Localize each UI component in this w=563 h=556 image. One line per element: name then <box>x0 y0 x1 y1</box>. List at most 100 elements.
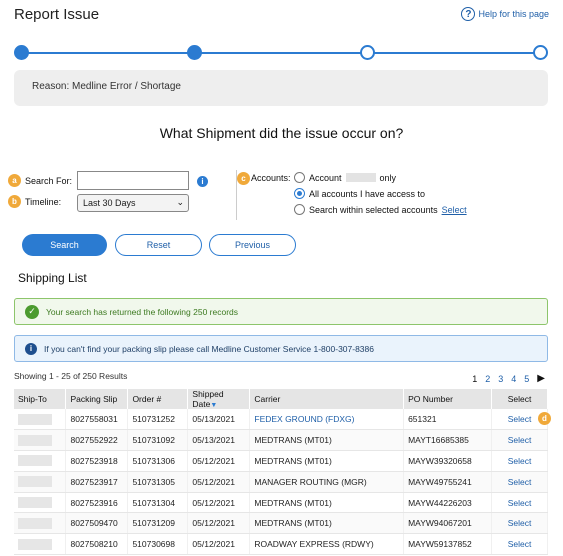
info-icon[interactable]: i <box>197 176 208 187</box>
cell-order: 510731304 <box>127 492 189 514</box>
results-count: Showing 1 - 25 of 250 Results <box>14 371 128 381</box>
col-shipped-date-label: Shipped Date <box>192 389 224 409</box>
previous-button[interactable]: Previous <box>209 234 296 256</box>
masked-ship-to <box>18 476 52 488</box>
account-option-single[interactable]: Account only <box>294 172 396 183</box>
select-accounts-link[interactable]: Select <box>441 204 467 215</box>
cell-order: 510730698 <box>127 533 189 556</box>
masked-ship-to <box>18 517 52 529</box>
cell-po-number: MAYT16685385 <box>403 429 493 452</box>
table-row: 8027509470 510731209 05/12/2021 MEDTRANS (M… <box>14 512 548 535</box>
page-title: Report Issue <box>14 6 100 23</box>
cell-ship-to <box>14 492 67 514</box>
masked-ship-to <box>18 455 52 467</box>
table-row: 8027508210 510730698 05/12/2021 ROADWAY EXP… <box>14 533 548 556</box>
cell-carrier: ROADWAY EXPRESS (RDWY) <box>249 533 405 556</box>
cell-select-link[interactable]: Select <box>491 471 548 493</box>
col-order: Order # <box>127 389 189 409</box>
cell-select-link[interactable]: Select <box>491 429 548 452</box>
cell-ship-to <box>14 429 67 452</box>
masked-ship-to <box>18 434 52 446</box>
radio-all-accounts[interactable] <box>294 188 305 199</box>
cell-carrier: MEDTRANS (MT01) <box>249 512 405 535</box>
cell-ship-to <box>14 471 67 493</box>
accounts-label: Accounts: <box>251 173 291 183</box>
success-message: Your search has returned the following 2… <box>46 306 238 317</box>
page-link-3[interactable]: 3 <box>498 373 504 384</box>
masked-ship-to <box>18 413 52 425</box>
table-row: 8027558031 510731252 05/13/2021 FEDEX GROUN… <box>14 409 548 431</box>
cell-packing-slip: 8027509470 <box>65 512 129 535</box>
cell-select-link[interactable]: Select <box>491 533 548 556</box>
stepper-track <box>22 52 542 54</box>
page-link-1[interactable]: 1 <box>472 373 478 384</box>
page-link-5[interactable]: 5 <box>524 373 530 384</box>
page-link-2[interactable]: 2 <box>485 373 491 384</box>
masked-account-number <box>345 173 376 182</box>
cell-carrier[interactable]: FEDEX GROUND (FDXG) <box>249 409 405 431</box>
step-1 <box>14 45 29 60</box>
form-divider <box>236 170 237 220</box>
cell-po-number: MAYW49755241 <box>403 471 493 493</box>
col-ship-to: Ship-To <box>14 389 67 409</box>
reset-button[interactable]: Reset <box>115 234 202 256</box>
reason-banner: Reason: Medline Error / Shortage <box>14 70 548 106</box>
col-shipped-date[interactable]: Shipped Date▼ <box>187 389 251 409</box>
timeline-select[interactable]: Last 30 Days ⌄ <box>77 194 189 212</box>
success-alert: ✓ Your search has returned the following… <box>14 298 548 325</box>
col-carrier: Carrier <box>249 389 405 409</box>
search-input[interactable] <box>77 171 189 190</box>
cell-po-number: MAYW44226203 <box>403 492 493 514</box>
info-alert: i If you can't find your packing slip pl… <box>14 335 548 362</box>
cell-packing-slip: 8027523918 <box>65 450 129 472</box>
page-link-4[interactable]: 4 <box>511 373 517 384</box>
cell-order: 510731306 <box>127 450 189 472</box>
cell-ship-to <box>14 450 67 472</box>
table-header-row: Ship-To Packing Slip Order # Shipped Dat… <box>14 389 548 409</box>
play-right-icon[interactable]: ▶ <box>537 373 545 384</box>
chevron-down-icon: ⌄ <box>176 197 184 207</box>
cell-select-link[interactable]: Select <box>491 450 548 472</box>
cell-packing-slip: 8027523917 <box>65 471 129 493</box>
timeline-value: Last 30 Days <box>83 198 136 208</box>
account-option-selected[interactable]: Search within selected accounts Select <box>294 204 467 215</box>
radio-selected-accounts[interactable] <box>294 204 305 215</box>
account-option-all[interactable]: All accounts I have access to <box>294 188 425 199</box>
cell-po-number: MAYW94067201 <box>403 512 493 535</box>
col-po-number: PO Number <box>403 389 493 409</box>
step-4 <box>533 45 548 60</box>
cell-po-number: MAYW39320658 <box>403 450 493 472</box>
cell-ship-to <box>14 512 67 535</box>
shipping-list-title: Shipping List <box>18 271 87 285</box>
cell-shipped-date: 05/12/2021 <box>187 450 251 472</box>
badge-c: c <box>237 172 250 185</box>
cell-order: 510731092 <box>127 429 189 452</box>
shipment-question: What Shipment did the issue occur on? <box>159 125 404 141</box>
help-link[interactable]: ? Help for this page <box>461 7 549 21</box>
cell-order: 510731252 <box>127 409 189 431</box>
account-option-all-label: All accounts I have access to <box>309 188 426 199</box>
masked-ship-to <box>18 497 52 509</box>
badge-a: a <box>8 174 21 187</box>
badge-b: b <box>8 195 21 208</box>
check-circle-icon: ✓ <box>25 304 39 319</box>
cell-po-number: 651321 <box>403 409 493 431</box>
cell-select-link[interactable]: Select <box>491 492 548 514</box>
table-row: 8027523917 510731305 05/12/2021 MANAGER ROU… <box>14 471 548 493</box>
step-2 <box>187 45 202 60</box>
cell-ship-to <box>14 409 67 431</box>
col-select: Select <box>491 389 548 409</box>
cell-carrier: MEDTRANS (MT01) <box>249 492 405 514</box>
radio-account-only[interactable] <box>294 172 305 183</box>
cell-packing-slip: 8027508210 <box>65 533 129 556</box>
cell-carrier: MEDTRANS (MT01) <box>249 429 405 452</box>
shipping-table: Ship-To Packing Slip Order # Shipped Dat… <box>14 389 548 556</box>
info-circle-icon: i <box>25 342 37 355</box>
cell-select-link[interactable]: Select <box>491 512 548 535</box>
cell-order: 510731209 <box>127 512 189 535</box>
cell-shipped-date: 05/12/2021 <box>187 492 251 514</box>
cell-shipped-date: 05/12/2021 <box>187 533 251 556</box>
cell-ship-to <box>14 533 67 556</box>
search-button[interactable]: Search <box>22 234 107 256</box>
question-circle-icon: ? <box>461 7 476 21</box>
